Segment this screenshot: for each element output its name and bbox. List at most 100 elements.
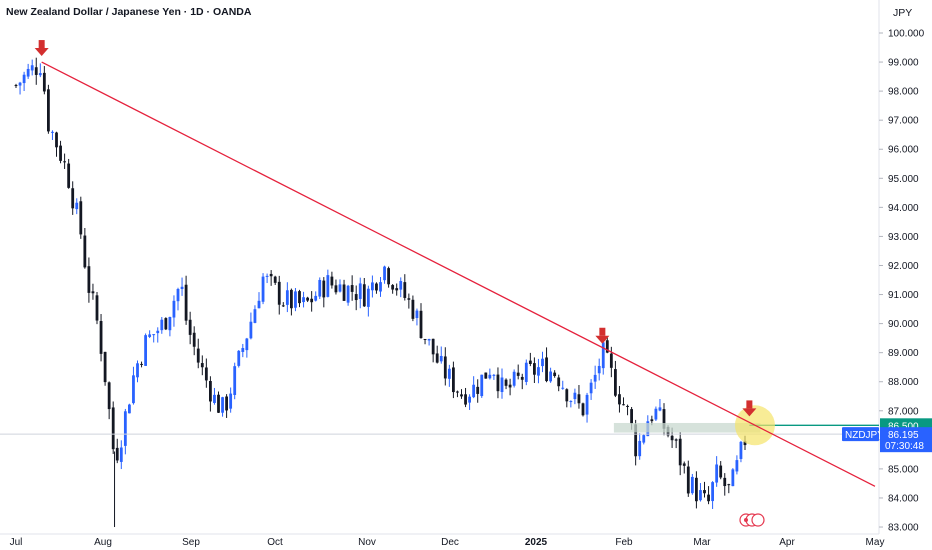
candle-up [573,392,577,400]
candle-up [75,202,79,210]
candle-down [63,161,66,163]
candle-down [192,332,196,347]
candle-down [452,367,455,393]
candle-down [387,268,390,285]
candle-down [200,363,204,368]
candle-down [269,273,273,277]
candle-down [342,284,346,301]
down-arrow-marker [742,400,757,417]
candle-down [350,285,354,292]
candle-down [281,305,285,307]
candle-up [569,401,573,403]
arrow-head [595,335,610,344]
candle-down [411,299,415,319]
last-price-text: 86.195 [888,430,919,441]
candle-up [160,319,164,331]
price-tick-label: 94.000 [888,203,919,214]
economic-events-icon [739,513,765,527]
time-axis-label: Sep [182,537,200,548]
candle-up [524,362,528,382]
candle-down [553,372,557,377]
candle-down [209,381,212,402]
candle-down [71,188,75,209]
candle-up [241,348,245,352]
candle-down [678,438,682,466]
candle-up [472,384,476,398]
time-axis-label: May [866,537,885,548]
candle-up [735,460,739,472]
arrow-head [742,408,757,417]
candle-down [306,297,309,301]
candle-up [257,300,261,309]
chart-title: New Zealand Dollar / Japanese Yen · 1D ·… [6,6,252,18]
candle-up [294,291,297,308]
candle-up [136,363,139,378]
candle-down [225,396,228,411]
price-tick-label: 85.000 [888,464,919,475]
candle-down [354,294,358,301]
price-tick-label: 89.000 [888,348,919,359]
candle-down [634,424,638,457]
candle-down [443,356,447,379]
candle-up [739,441,743,459]
candle-up [711,482,714,502]
candle-up [561,387,565,389]
candle-up [383,266,386,281]
candle-up [18,82,22,86]
candle-down [277,281,281,305]
candle-down [34,67,38,75]
candle-up [399,281,403,290]
candle-down [140,363,143,365]
candle-down [614,369,617,396]
time-axis-label: Nov [358,537,376,548]
price-tick-label: 96.000 [888,145,919,156]
price-tick-label: 83.000 [888,523,919,534]
candle-up [379,282,382,292]
time-axis-label: Oct [267,537,283,548]
candle-up [593,374,597,382]
candle-down [204,367,208,381]
candle-down [362,284,366,307]
candle-down [533,363,536,375]
candle-down [609,353,613,368]
time-axis[interactable]: Jul Aug Sep Oct Nov Dec 2025 Feb Mar Apr May [10,537,885,548]
candle-down [630,409,633,424]
candle-up [589,382,593,394]
candle-down [59,145,62,161]
candle-down [605,340,609,353]
time-axis-label: Jul [10,537,23,548]
candle-up [38,73,42,76]
candle-down [67,163,71,188]
candle-down [391,285,395,290]
arrow-shaft [38,40,45,49]
candle-up [30,65,34,71]
trendline [41,61,876,487]
candle-up [168,316,172,331]
candle-up [488,374,492,379]
candle-up [172,300,176,318]
candle-up [699,490,702,501]
candle-up [439,355,443,362]
candle-up [549,371,552,382]
candle-up [642,435,646,443]
candle-up [326,275,330,297]
candle-down [528,360,532,364]
candle-up [302,297,305,303]
candle-down [662,409,666,429]
candle-up [500,377,504,393]
candle-down [626,405,629,407]
candle-up [221,397,224,413]
candle-down [79,201,83,235]
candle-down [164,318,168,330]
candle-down [184,284,188,321]
candle-up [338,284,342,292]
candle-up [658,407,662,411]
resistance-zone [613,422,761,433]
candle-up [492,374,496,376]
candle-down [115,447,119,461]
level-price-text: 86.500 [888,421,919,432]
candle-up [690,476,694,494]
price-axis[interactable]: 100.000 99.000 98.000 97.000 96.000 95.000 94.… [879,7,925,534]
